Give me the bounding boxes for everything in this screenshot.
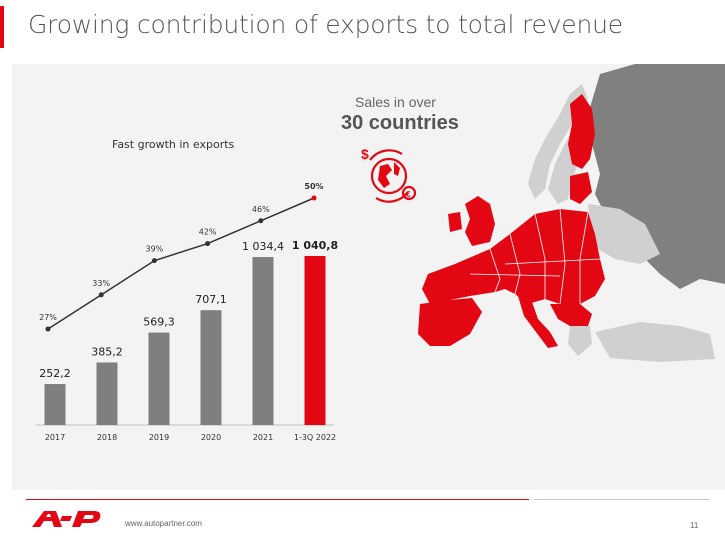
line-point [151,258,157,264]
line-point-label: 46% [252,205,270,214]
map-baltics-region [570,172,592,204]
bar-value-label: 1 034,4 [242,240,284,253]
bar-2020 [200,310,222,425]
bar-2021 [252,257,274,425]
bar-value-label: 569,3 [143,316,175,329]
chart-title: Fast growth in exports [112,138,235,151]
footer-url: www.autopartner.com [125,519,202,528]
line-point [205,241,211,247]
svg-text:$: $ [361,146,369,162]
map-italy-region [518,296,558,348]
europe-map [418,64,725,362]
line-point-label: 39% [146,245,164,254]
map-uk-region [465,196,495,246]
map-ireland-region [448,212,462,232]
category-label: 2017 [45,433,65,442]
line-point-label: 27% [39,313,57,322]
map-central-europe-region [422,209,605,304]
bar-2018 [96,362,118,425]
category-label: 2020 [201,433,221,442]
map-iberia-region [418,298,482,346]
bar-2019 [148,332,170,425]
line-point [98,292,104,298]
bar-value-label: 385,2 [91,345,123,358]
slide-title: Growing contribution of exports to total… [28,10,623,39]
bar-2017 [44,384,66,425]
line-point-label: 50% [304,182,323,191]
export-globe-icon: $ € [361,146,417,203]
line-point-label: 42% [199,228,217,237]
title-accent-bar [0,6,4,48]
sales-label: Sales in over [355,94,436,110]
line-point [258,218,264,224]
bar-value-label: 252,2 [39,367,71,380]
map-ukraine-region [588,204,660,264]
footer-divider-grey [534,499,710,500]
footer-divider-red [26,499,529,500]
svg-text:€: € [406,190,411,199]
category-label: 2019 [149,433,169,442]
line-point [45,326,51,332]
bar-value-label: 1 040,8 [292,239,338,252]
line-point-label: 33% [92,279,110,288]
category-label: 1-3Q 2022 [294,433,336,442]
bar-1-3Q 2022 [304,256,326,425]
map-greece-region [568,326,592,356]
autopartner-logo [32,511,101,527]
page-number: 11 [690,521,699,530]
countries-label: 30 countries [341,112,459,134]
line-point [311,195,317,201]
export-share-line [47,197,315,330]
category-label: 2018 [97,433,117,442]
map-turkey-region [595,322,715,362]
map-finland-region [568,94,595,169]
map-balkans-region [550,304,592,326]
bar-value-label: 707,1 [195,293,227,306]
category-label: 2021 [253,433,273,442]
